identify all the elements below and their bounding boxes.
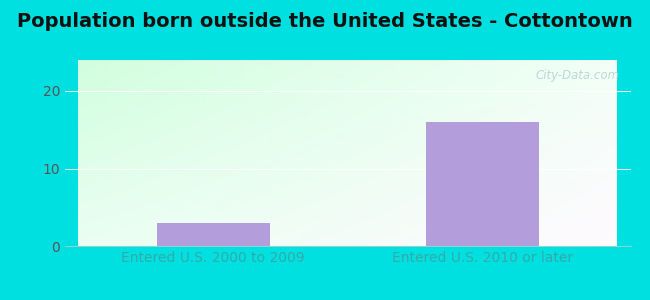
Bar: [426, 122, 539, 246]
Bar: [157, 223, 270, 246]
Text: City-Data.com: City-Data.com: [535, 69, 619, 82]
Text: Population born outside the United States - Cottontown: Population born outside the United State…: [17, 12, 633, 31]
